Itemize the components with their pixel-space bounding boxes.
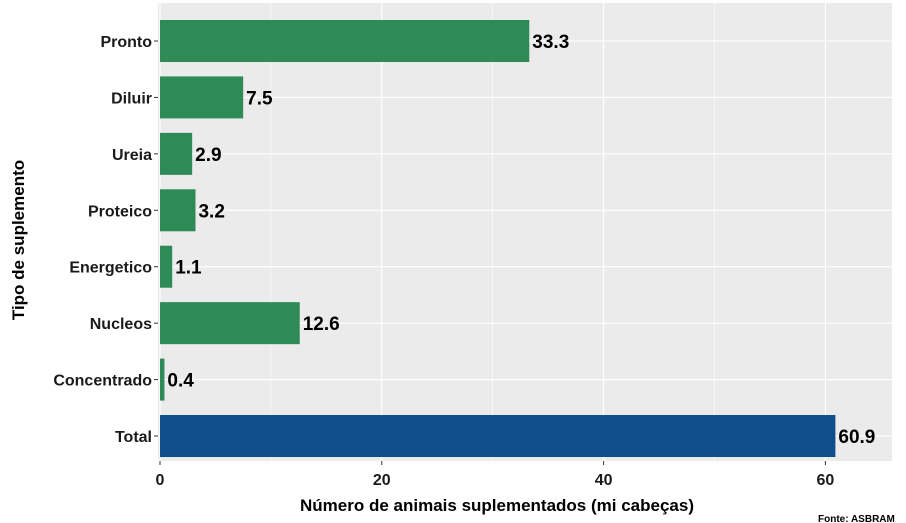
x-tick-label: 60 bbox=[817, 472, 835, 489]
value-label: 7.5 bbox=[246, 88, 273, 109]
bar bbox=[160, 245, 173, 288]
value-label: 2.9 bbox=[195, 145, 221, 166]
bars bbox=[160, 20, 836, 458]
category-label: Concentrado bbox=[53, 373, 152, 390]
x-tick-label: 0 bbox=[156, 472, 165, 489]
x-tick-label: 40 bbox=[595, 472, 613, 489]
labels: Pronto 33.3 Diluir 7.5 Ureia 2.9 Proteico 3.2 En… bbox=[53, 32, 875, 489]
bar bbox=[160, 132, 193, 175]
category-label: Pronto bbox=[100, 34, 152, 51]
bar bbox=[160, 358, 165, 401]
category-label: Energetico bbox=[69, 260, 152, 277]
category-label: Total bbox=[115, 429, 152, 446]
value-label: 1.1 bbox=[175, 258, 202, 279]
value-label: 60.9 bbox=[838, 427, 875, 448]
source-note: Fonte: ASBRAM bbox=[818, 514, 895, 523]
x-axis-title: Número de animais suplementados (mi cabe… bbox=[300, 496, 694, 515]
category-label: Nucleos bbox=[90, 316, 152, 333]
bar bbox=[160, 415, 836, 458]
bar bbox=[160, 76, 244, 119]
grid-lines bbox=[158, 3, 892, 461]
bar bbox=[160, 189, 196, 232]
bar bbox=[160, 302, 300, 345]
value-label: 3.2 bbox=[198, 201, 224, 222]
category-label: Ureia bbox=[112, 147, 152, 164]
plot-panel bbox=[158, 3, 892, 461]
value-label: 0.4 bbox=[167, 371, 194, 392]
y-axis-title: Tipo de suplemento bbox=[9, 160, 28, 320]
category-label: Proteico bbox=[88, 203, 152, 220]
value-label: 33.3 bbox=[532, 32, 569, 53]
axis-ticks bbox=[154, 40, 826, 465]
x-tick-label: 20 bbox=[373, 472, 391, 489]
category-label: Diluir bbox=[111, 90, 152, 107]
bar bbox=[160, 20, 530, 62]
value-label: 12.6 bbox=[303, 314, 340, 335]
